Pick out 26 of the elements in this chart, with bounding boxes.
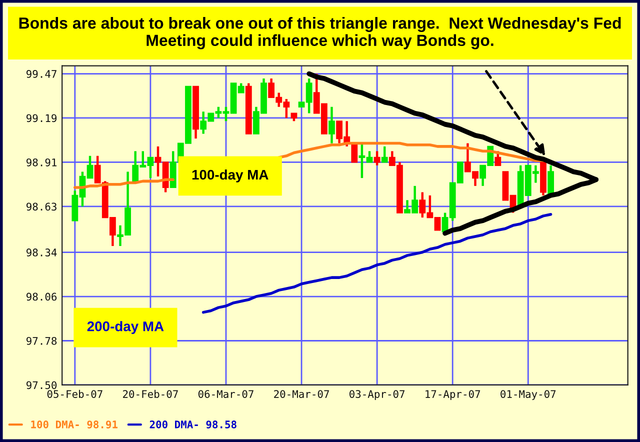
candlestick [548,164,554,195]
y-tick-label: 98.63 [26,202,56,211]
candlestick [374,150,380,166]
line-series [202,212,552,314]
chart-title: Bonds are about to break one out of this triangle range. Next Wednesday's Fed Meeting could influence which way Bonds go. [19,17,621,50]
x-tick-label: 06-Mar-07 [198,390,254,398]
y-tick-label: 97.50 [26,381,57,390]
y-tick-label: 99.19 [26,114,57,122]
x-tick-label: 20-Feb-07 [123,390,178,398]
legend-label: 100 DMA- 98.91 [31,420,118,428]
y-tick-label: 98.34 [26,248,57,256]
y-tick-label: 99.47 [26,70,56,78]
x-tick-label: 20-Mar-07 [274,390,329,398]
y-tick-label: 97.78 [26,337,57,345]
x-tick-label: 05-Feb-07 [47,390,102,398]
candlestick [494,150,502,166]
candlestick [328,106,335,144]
legend-label: 200 DMA- 98.58 [150,420,236,428]
x-tick-label: 01-May-07 [500,390,556,400]
annotation: 100-day MA [192,169,268,182]
y-tick-label: 98.06 [26,292,57,301]
x-tick-label: 03-Apr-07 [350,390,404,400]
y-tick-label: 98.91 [26,158,57,166]
x-tick-label: 17-Apr-07 [426,390,480,400]
annotation: 200-day MA [87,321,164,334]
candlestick [381,145,388,164]
